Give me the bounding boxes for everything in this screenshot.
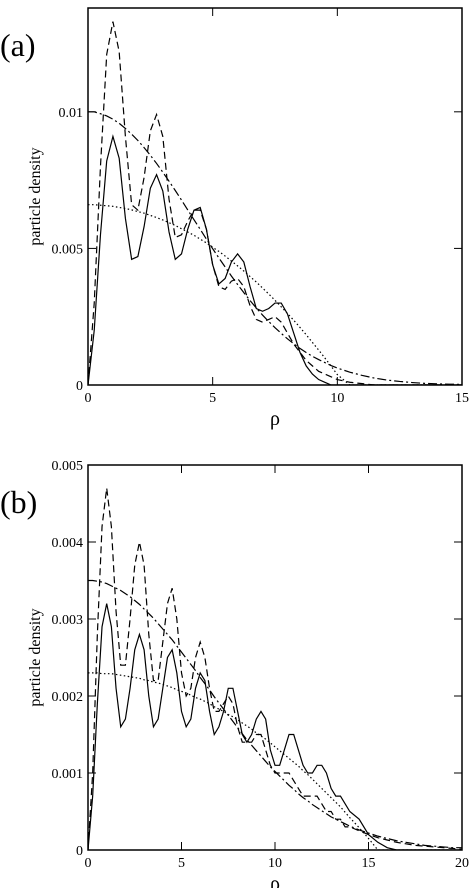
- plot-area: [88, 488, 462, 850]
- data-line: [88, 488, 462, 850]
- data-line: [88, 672, 462, 850]
- y-tick-label: 0: [76, 379, 83, 394]
- y-tick-label: 0.005: [52, 459, 84, 474]
- y-tick-label: 0.004: [52, 536, 84, 551]
- x-tick-label: 5: [178, 856, 185, 871]
- plot-frame: [87, 464, 463, 851]
- y-tick-label: 0.005: [52, 242, 84, 257]
- plot-frame: [87, 7, 463, 386]
- panel-label: (b): [0, 484, 37, 520]
- data-line: [88, 21, 462, 385]
- data-line: [88, 579, 462, 849]
- y-tick-label: 0: [76, 844, 83, 859]
- y-tick-label: 0.003: [52, 613, 84, 628]
- x-tick-label: 15: [455, 391, 469, 406]
- x-tick-label: 15: [362, 856, 376, 871]
- y-axis-label: particle density: [27, 147, 44, 245]
- x-axis-label: ρ: [270, 408, 280, 430]
- y-tick-label: 0.001: [52, 767, 84, 782]
- x-tick-label: 0: [85, 391, 92, 406]
- x-tick-label: 10: [268, 856, 282, 871]
- y-tick-label: 0.01: [59, 106, 84, 121]
- x-tick-label: 20: [455, 856, 469, 871]
- x-axis-label: ρ: [270, 873, 280, 888]
- x-tick-label: 5: [209, 391, 216, 406]
- data-line: [88, 111, 462, 385]
- y-tick-label: 0.002: [52, 690, 84, 705]
- x-tick-label: 0: [85, 856, 92, 871]
- data-line: [88, 204, 462, 385]
- x-tick-label: 10: [330, 391, 344, 406]
- y-axis-label: particle density: [27, 608, 44, 706]
- plot-area: [88, 21, 462, 385]
- data-line: [88, 134, 462, 385]
- panel-label: (a): [0, 27, 36, 63]
- data-line: [88, 603, 462, 850]
